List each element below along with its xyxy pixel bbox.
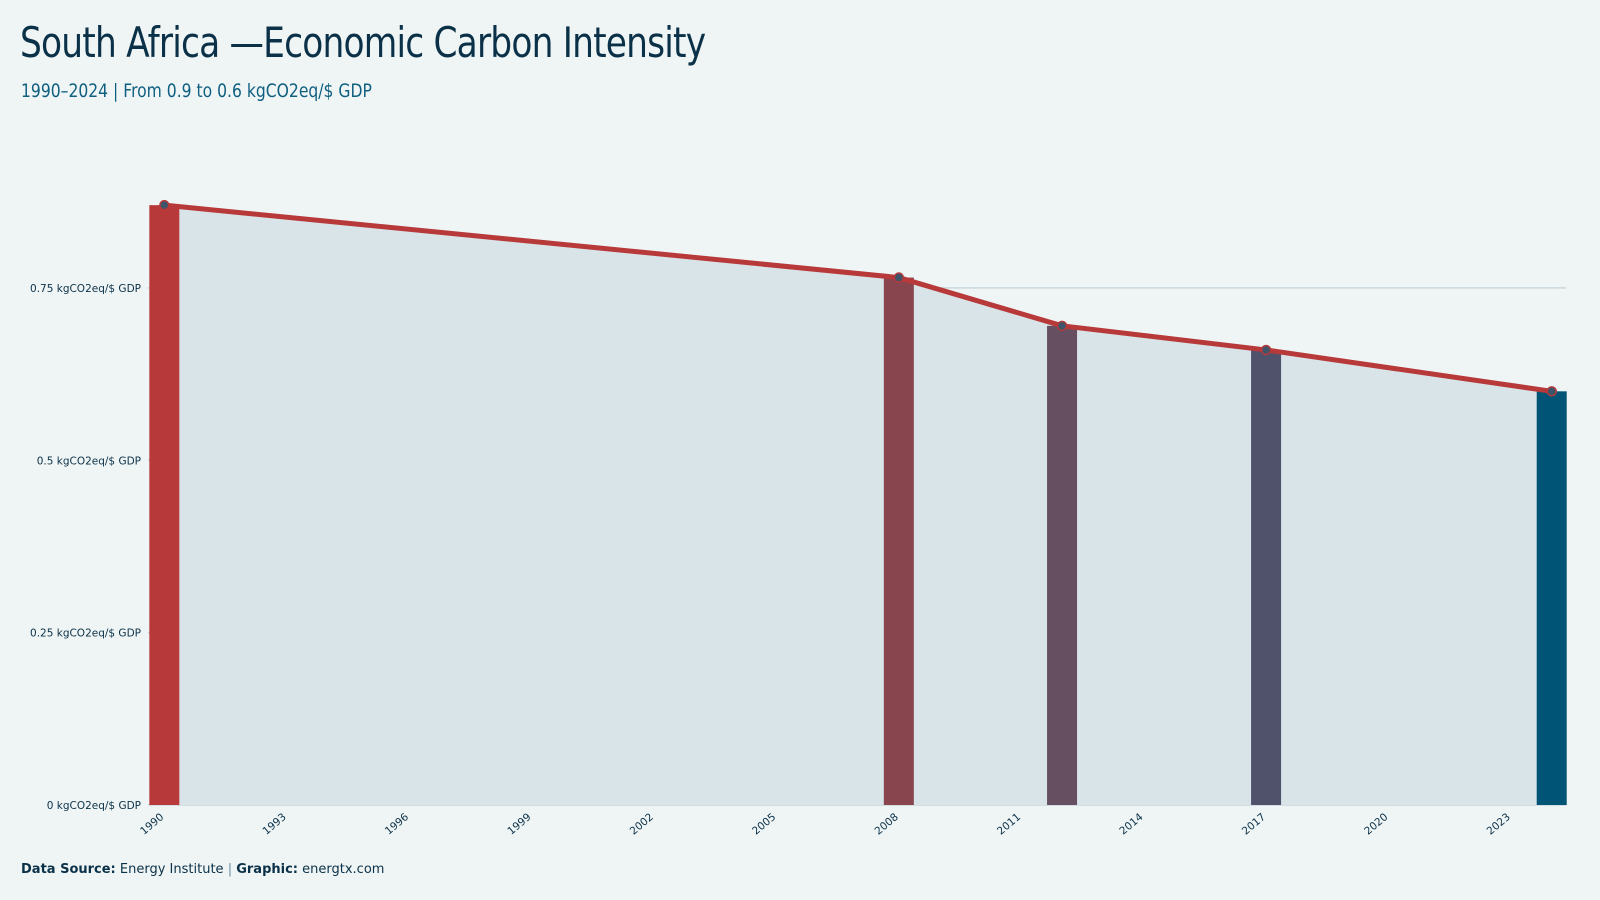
x-tick-label-2011: 2011	[995, 811, 1023, 837]
chart-subtitle: 1990–2024 | From 0.9 to 0.6 kgCO2eq/$ GD…	[21, 80, 372, 102]
bar-1990	[149, 205, 180, 805]
x-tick-label-1990: 1990	[138, 811, 166, 837]
x-tick-label-2005: 2005	[750, 811, 778, 837]
area-fill	[164, 205, 1552, 805]
y-tick-label-2: 0.5 kgCO2eq/$ GDP	[37, 455, 141, 467]
point-2008	[893, 272, 905, 283]
y-tick-label-3: 0.75 kgCO2eq/$ GDP	[30, 283, 141, 295]
graphic-label: Graphic:	[236, 862, 298, 877]
chart-title: South Africa —Economic Carbon Intensity	[20, 18, 706, 67]
point-1990	[159, 199, 170, 211]
x-tick-label-1993: 1993	[260, 811, 288, 837]
bar-2012	[1047, 325, 1078, 805]
source-label: Data Source:	[21, 862, 116, 877]
footer: Data Source: Energy Institute | Graphic:…	[21, 862, 384, 877]
point-2024	[1546, 386, 1557, 397]
x-tick-label-1996: 1996	[383, 811, 411, 838]
y-tick-label-1: 0.25 kgCO2eq/$ GDP	[30, 628, 141, 640]
x-tick-label-2017: 2017	[1240, 811, 1268, 837]
graphic-value: energtx.com	[302, 862, 385, 877]
bar-2017	[1251, 349, 1282, 805]
x-tick-label-2023: 2023	[1485, 811, 1513, 837]
y-tick-label-0: 0 kgCO2eq/$ GDP	[47, 800, 141, 812]
x-tick-label-2002: 2002	[628, 811, 656, 837]
point-2017	[1260, 344, 1272, 356]
point-2012	[1056, 320, 1068, 332]
footer-separator: |	[227, 862, 233, 877]
bar-2008	[883, 277, 914, 806]
bar-2024	[1536, 391, 1567, 805]
source-value: Energy Institute	[119, 862, 224, 877]
x-tick-label-2008: 2008	[873, 811, 901, 837]
x-tick-label-1999: 1999	[505, 811, 533, 837]
x-tick-label-2014: 2014	[1117, 811, 1145, 838]
x-tick-label-2020: 2020	[1362, 811, 1390, 837]
